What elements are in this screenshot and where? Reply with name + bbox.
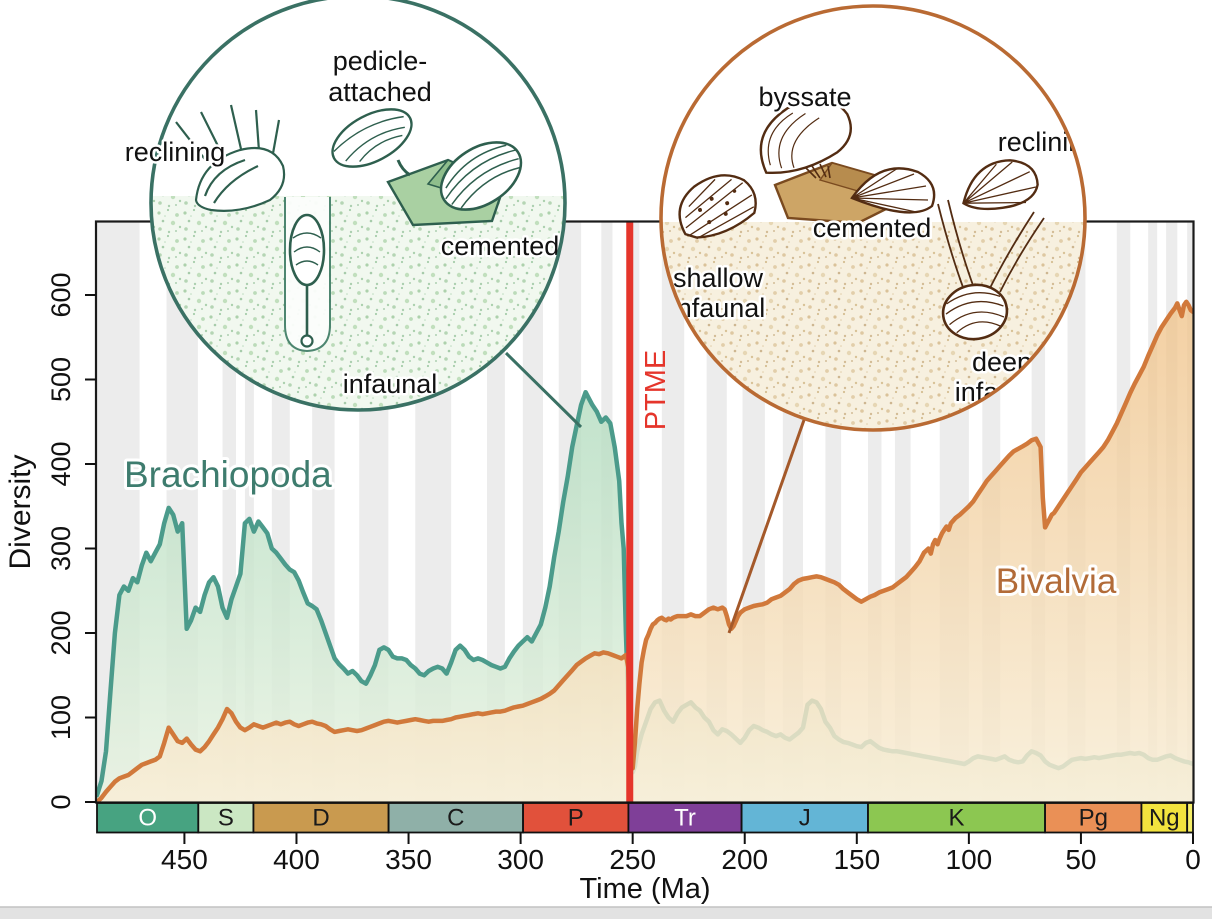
brachiopoda-series-label: Brachiopoda	[124, 454, 332, 495]
stage-stripe	[244, 221, 254, 802]
pedicle-attached-label-line1: pedicle-	[333, 46, 428, 76]
x-tick-label: 200	[721, 844, 768, 875]
y-axis-title: Diversity	[4, 454, 37, 569]
bivalvia-series-label: Bivalvia	[996, 562, 1117, 601]
period-label-O: O	[138, 805, 157, 832]
right-inset-pointer-line	[727, 419, 806, 634]
period-label-Tr: Tr	[674, 805, 696, 832]
y-tick-label: 100	[46, 695, 76, 740]
x-tick-label: 0	[1185, 844, 1201, 875]
y-tick-label: 500	[46, 357, 76, 402]
window-bottom-strip	[0, 907, 1212, 919]
period-block-Pg	[1044, 802, 1143, 834]
x-axis-title: Time (Ma)	[579, 873, 710, 905]
period-label-J: J	[799, 805, 811, 832]
period-label-P: P	[568, 805, 584, 832]
x-tick-label: 150	[833, 844, 880, 875]
x-tick-label: 50	[1065, 844, 1096, 875]
stage-stripe	[486, 221, 505, 802]
period-block-q	[1186, 802, 1194, 834]
period-block-J	[740, 802, 869, 834]
y-tick-label: 600	[46, 272, 76, 317]
cemented-label-right-inset: cemented	[813, 213, 932, 243]
x-tick-label: 400	[273, 844, 320, 875]
y-tick-label: 400	[46, 441, 76, 486]
axes-layer: 450 400 350 300 250 200 150 100 50 00100200300400…	[46, 272, 1201, 875]
x-tick-label: 450	[161, 844, 208, 875]
brachiopoda-area	[97, 392, 1193, 802]
deep-infaunal-label-line1: deep	[972, 347, 1032, 377]
shallow-infaunal-bivalve-illustration	[678, 174, 757, 240]
period-label-Ng: Ng	[1149, 805, 1180, 832]
reclining-brachiopod-illustration	[175, 104, 286, 212]
left-inset-pointer-line	[504, 351, 583, 429]
reclining-label-right-inset: reclining	[998, 127, 1099, 157]
deep-infaunal-bivalve-illustration	[937, 199, 1045, 341]
x-tick-label: 100	[946, 844, 993, 875]
left-inset-circle-border	[149, 0, 567, 412]
cemented-bivalve-illustration	[850, 167, 936, 214]
right-inset-circle-border	[659, 4, 1087, 432]
ptme-label: PTME	[640, 350, 672, 431]
bivalvia-area	[97, 301, 1193, 802]
x-tick-label: 350	[385, 844, 432, 875]
period-label-S: S	[218, 805, 234, 832]
stage-stripe	[628, 221, 640, 802]
infaunal-label-left-inset: infaunal	[343, 369, 438, 399]
y-tick-label: 0	[46, 794, 76, 809]
x-tick-label: 250	[609, 844, 656, 875]
reclining-label-left-inset: reclining	[125, 137, 226, 167]
period-label-D: D	[312, 805, 329, 832]
period-label-C: C	[447, 805, 464, 832]
brachiopoda-lifemodes-inset: pedicle- attached cemented infaunal recl…	[122, 0, 567, 412]
infaunal-brachiopod-illustration	[284, 197, 331, 353]
x-tick-label: 300	[497, 844, 544, 875]
shallow-infaunal-label-line1: shallow	[673, 263, 764, 293]
y-tick-label: 200	[46, 610, 76, 655]
bivalvia-curve	[96, 299, 1194, 803]
geological-period-bar: O S D C P Tr J K Pg Ng	[96, 802, 1194, 834]
period-label-K: K	[949, 805, 965, 832]
cemented-brachiopod-illustration	[439, 141, 523, 211]
cemented-label-left-inset: cemented	[441, 231, 560, 261]
period-block-P	[522, 802, 630, 834]
period-label-Pg: Pg	[1079, 805, 1108, 832]
series-layer	[96, 299, 1194, 803]
period-block-C	[387, 802, 524, 834]
pedicle-attached-label-line2: attached	[328, 77, 432, 107]
byssate-label: byssate	[758, 82, 851, 112]
period-block-D	[252, 802, 390, 834]
reclining-bivalve-illustration	[962, 159, 1039, 211]
y-tick-label: 300	[46, 526, 76, 571]
